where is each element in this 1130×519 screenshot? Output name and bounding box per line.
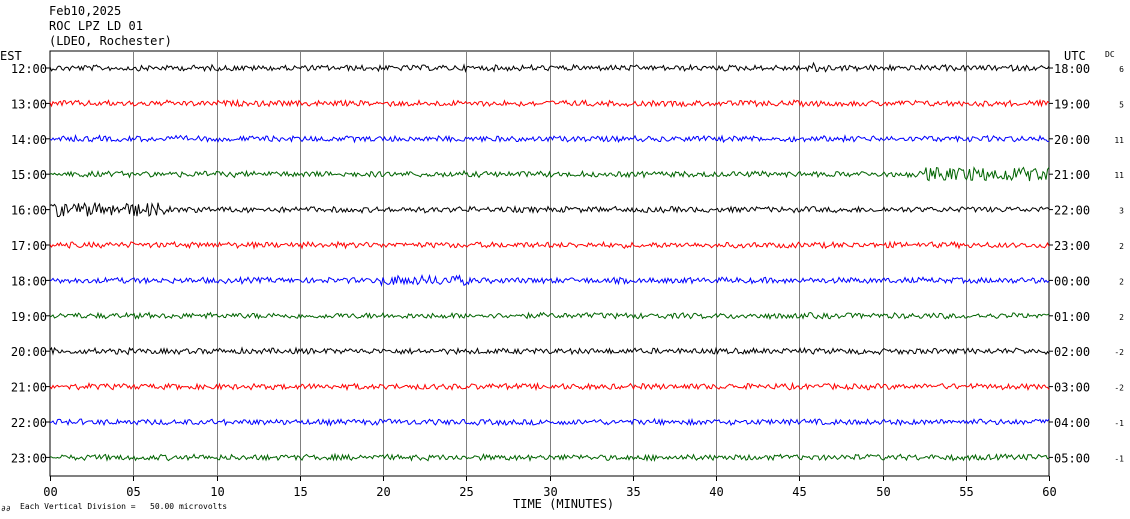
- network-label: (LDEO, Rochester): [49, 34, 172, 48]
- est-time-label: 13:00: [11, 97, 47, 111]
- est-time-label: 23:00: [11, 451, 47, 465]
- seismic-trace: [49, 202, 1050, 218]
- dc-offset-value: -1: [1114, 419, 1124, 428]
- utc-time-label: 03:00: [1054, 381, 1090, 395]
- x-tick-label: 10: [210, 485, 224, 499]
- x-tick-label: 25: [459, 485, 473, 499]
- utc-time-label: 19:00: [1054, 97, 1090, 111]
- seismic-trace: [49, 381, 1050, 392]
- x-tick-label: 40: [709, 485, 723, 499]
- dc-offset-value: 11: [1114, 171, 1124, 180]
- utc-time-label: 22:00: [1054, 204, 1090, 218]
- seismic-trace: [49, 346, 1050, 356]
- utc-time-label: 20:00: [1054, 133, 1090, 147]
- x-tick-label: 20: [376, 485, 390, 499]
- seismic-trace: [49, 98, 1050, 108]
- seismic-trace: [49, 166, 1050, 182]
- utc-time-label: 04:00: [1054, 416, 1090, 430]
- seismic-trace: [49, 61, 1050, 73]
- est-time-label: 17:00: [11, 239, 47, 253]
- dc-offset-value: 6: [1119, 65, 1124, 74]
- x-tick-label: 30: [543, 485, 557, 499]
- x-tick-label: 00: [43, 485, 57, 499]
- utc-time-label: 00:00: [1054, 274, 1090, 288]
- utc-time-label: 01:00: [1054, 310, 1090, 324]
- seismic-trace: [49, 417, 1050, 427]
- est-zone-label: EST: [0, 49, 22, 63]
- scale-mark-icon: ∂∂: [1, 504, 11, 513]
- dc-offset-value: -2: [1114, 384, 1124, 393]
- x-tick-label: 05: [126, 485, 140, 499]
- dc-offset-value: 2: [1119, 242, 1124, 251]
- vertical-scale-note: Each Vertical Division = 50.00 microvolt…: [20, 502, 228, 511]
- x-tick-label: 45: [792, 485, 806, 499]
- est-time-label: 14:00: [11, 133, 47, 147]
- utc-time-label: 21:00: [1054, 168, 1090, 182]
- utc-time-label: 02:00: [1054, 345, 1090, 359]
- est-time-label: 16:00: [11, 204, 47, 218]
- date-label: Feb10,2025: [49, 4, 122, 18]
- utc-time-label: 23:00: [1054, 239, 1090, 253]
- plot-frame: [49, 50, 1050, 477]
- x-tick-label: 55: [959, 485, 973, 499]
- utc-zone-label: UTC: [1064, 49, 1086, 63]
- est-time-label: 12:00: [11, 62, 47, 76]
- x-tick-label: 60: [1042, 485, 1056, 499]
- x-tick-label: 35: [626, 485, 640, 499]
- est-time-label: 15:00: [11, 168, 47, 182]
- station-label: ROC LPZ LD 01: [49, 19, 143, 33]
- dc-offset-value: 5: [1119, 100, 1124, 109]
- seismic-trace: [49, 452, 1050, 463]
- dc-offset-value: -1: [1114, 454, 1124, 463]
- est-time-label: 18:00: [11, 274, 47, 288]
- est-time-label: 21:00: [11, 381, 47, 395]
- dc-offset-value: 2: [1119, 277, 1124, 286]
- est-time-label: 19:00: [11, 310, 47, 324]
- dc-offset-value: -2: [1114, 348, 1124, 357]
- seismic-trace: [49, 133, 1050, 144]
- utc-time-label: 05:00: [1054, 451, 1090, 465]
- dc-header: DC: [1105, 50, 1115, 59]
- seismic-trace: [49, 240, 1050, 250]
- x-tick-label: 15: [293, 485, 307, 499]
- x-tick-label: 50: [876, 485, 890, 499]
- dc-offset-value: 11: [1114, 136, 1124, 145]
- est-time-label: 20:00: [11, 345, 47, 359]
- seismic-trace: [49, 273, 1050, 288]
- dc-offset-value: 3: [1119, 207, 1124, 216]
- dc-offset-value: 2: [1119, 313, 1124, 322]
- est-time-label: 22:00: [11, 416, 47, 430]
- utc-time-label: 18:00: [1054, 62, 1090, 76]
- seismic-trace: [49, 311, 1050, 320]
- x-axis-title: TIME (MINUTES): [513, 497, 615, 511]
